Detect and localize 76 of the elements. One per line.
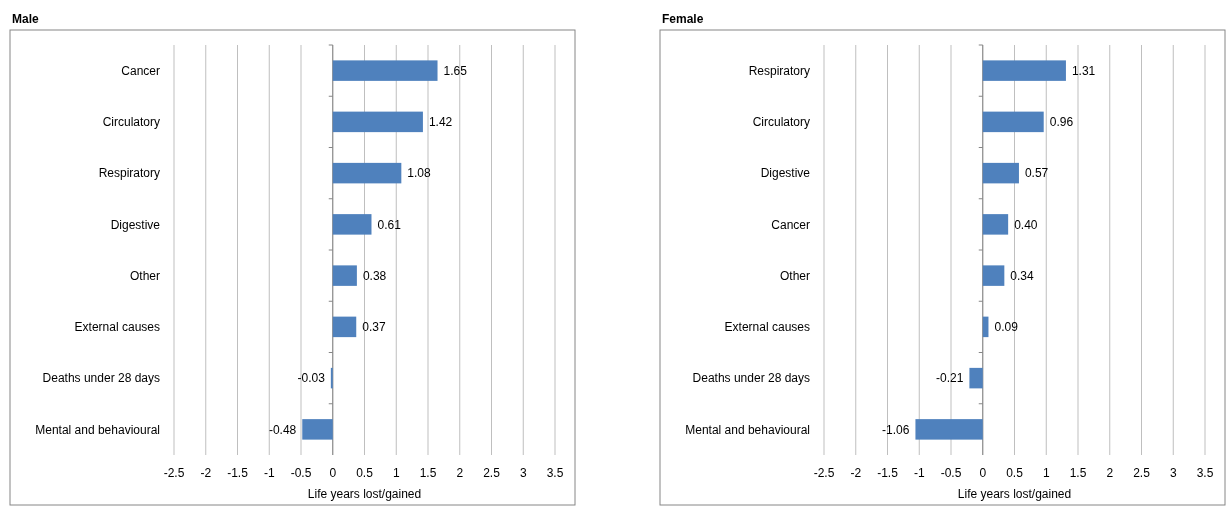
data-label: 0.38 <box>362 268 387 283</box>
bar <box>982 60 1066 81</box>
y-tick-label: External causes <box>74 320 160 335</box>
data-label: 0.37 <box>362 320 386 335</box>
x-tick-label: 3 <box>519 466 527 481</box>
y-tick-label: Mental and behavioural <box>685 422 810 437</box>
text: Male <box>12 12 39 27</box>
x-tick-label: -1.5 <box>877 466 899 481</box>
data-label: 1.31 <box>1071 63 1096 78</box>
bar <box>332 162 402 184</box>
y-tick-label: Digestive <box>110 217 161 232</box>
data-label: -1.06 <box>882 422 910 437</box>
y-tick-label: Circulatory <box>752 115 810 130</box>
x-tick-label: 1 <box>392 466 400 481</box>
x-tick-label: 1.5 <box>1069 466 1087 481</box>
y-tick-label: Circulatory <box>102 115 160 130</box>
data-label: -0.48 <box>268 422 297 437</box>
data-label: 0.61 <box>377 217 402 232</box>
y-tick-label: Other <box>129 268 160 283</box>
bar <box>982 111 1044 133</box>
bar <box>332 316 357 338</box>
x-tick-label: -1.5 <box>227 466 249 481</box>
x-tick-label: 2 <box>456 466 464 481</box>
data-label: -0.03 <box>297 371 326 386</box>
data-label: 0.34 <box>1010 268 1035 283</box>
x-tick-label: 0 <box>329 466 337 481</box>
x-tick-label: 3.5 <box>546 466 564 481</box>
x-tick-label: -2.5 <box>813 466 835 481</box>
y-tick-label: Other <box>779 268 810 283</box>
x-tick-label: 0.5 <box>356 466 374 481</box>
bar <box>332 214 372 235</box>
bar <box>332 60 438 81</box>
x-tick-label: -1 <box>913 466 925 481</box>
y-tick-label: External causes <box>724 320 810 335</box>
x-tick-label: 2.5 <box>483 466 501 481</box>
bar <box>332 111 423 133</box>
y-tick-label: Deaths under 28 days <box>692 371 810 386</box>
data-label: 0.40 <box>1014 217 1038 232</box>
x-tick-label: -2.5 <box>163 466 185 481</box>
x-tick-label: 3 <box>1169 466 1177 481</box>
x-tick-label: 2 <box>1106 466 1114 481</box>
data-label: 1.42 <box>428 115 453 130</box>
x-tick-label: -0.5 <box>940 466 962 481</box>
bar <box>982 265 1005 286</box>
y-tick-label: Digestive <box>760 166 811 181</box>
bar <box>969 367 983 389</box>
bar <box>332 265 357 286</box>
x-tick-label: 1 <box>1042 466 1050 481</box>
x-axis-title: Life years lost/gained <box>957 487 1072 502</box>
y-tick-label: Respiratory <box>748 63 810 78</box>
y-tick-label: Respiratory <box>98 166 160 181</box>
data-label: -0.21 <box>936 371 964 386</box>
x-axis-title: Life years lost/gained <box>307 487 422 502</box>
x-tick-label: -0.5 <box>290 466 312 481</box>
data-label: 1.08 <box>407 166 432 181</box>
data-label: 0.57 <box>1024 166 1049 181</box>
data-label: 1.65 <box>443 63 468 78</box>
y-tick-label: Mental and behavioural <box>35 422 160 437</box>
x-tick-label: 3.5 <box>1196 466 1214 481</box>
bar <box>982 162 1019 184</box>
bar <box>982 214 1009 235</box>
x-tick-label: 1.5 <box>419 466 437 481</box>
y-tick-label: Cancer <box>121 63 160 78</box>
x-tick-label: 0.5 <box>1006 466 1024 481</box>
x-tick-label: -2 <box>200 466 212 481</box>
x-tick-label: 2.5 <box>1133 466 1151 481</box>
bar <box>915 419 983 440</box>
x-tick-label: 0 <box>979 466 987 481</box>
text: Female <box>662 12 704 27</box>
x-tick-label: -1 <box>263 466 275 481</box>
bar <box>302 419 333 440</box>
y-tick-label: Deaths under 28 days <box>42 371 160 386</box>
data-label: 0.96 <box>1049 115 1074 130</box>
data-label: 0.09 <box>994 320 1019 335</box>
y-tick-label: Cancer <box>771 217 810 232</box>
x-tick-label: -2 <box>850 466 862 481</box>
